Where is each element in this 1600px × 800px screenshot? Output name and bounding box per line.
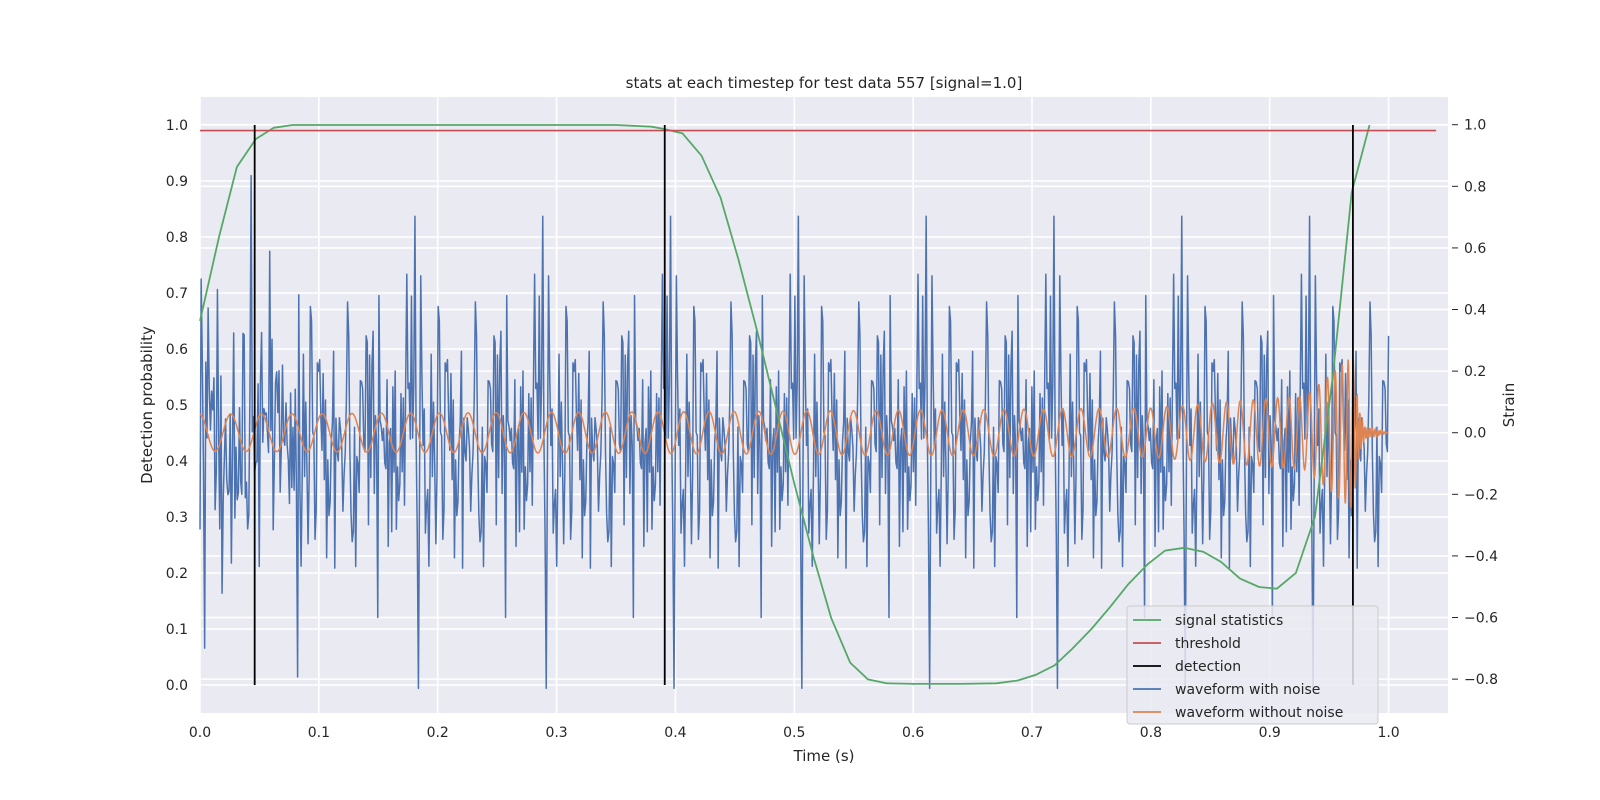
y-left-tick-label: 0.2 xyxy=(166,566,188,582)
x-tick-label: 0.6 xyxy=(902,725,924,741)
plot-series xyxy=(199,124,1437,690)
y-right-tick-label: 0.6 xyxy=(1464,241,1486,257)
y-right-tick-label: 0.2 xyxy=(1464,364,1486,380)
y-left-tick-label: 1.0 xyxy=(166,118,188,134)
chart-title: stats at each timestep for test data 557… xyxy=(626,74,1023,92)
x-tick-label: 1.0 xyxy=(1377,725,1399,741)
x-tick-label: 0.3 xyxy=(545,725,567,741)
y-axis-label-left: Detection probability xyxy=(138,326,156,484)
x-tick-label: 0.2 xyxy=(427,725,449,741)
x-tick-label: 0.0 xyxy=(189,725,211,741)
y-right-tick-label: 0.4 xyxy=(1464,303,1486,319)
legend-label: signal statistics xyxy=(1175,613,1283,629)
y-left-tick-label: 0.9 xyxy=(166,174,188,190)
x-tick-label: 0.9 xyxy=(1259,725,1281,741)
y-left-tick-label: 0.0 xyxy=(166,678,188,694)
y-left-tick-label: 0.4 xyxy=(166,454,188,470)
series-waveform-with-noise xyxy=(199,174,1390,690)
y-right-tick-label: −0.6 xyxy=(1464,611,1498,627)
y-left-tick-label: 0.5 xyxy=(166,398,188,414)
y-right-tick-label: −0.8 xyxy=(1464,672,1498,688)
legend-box xyxy=(1126,605,1379,725)
y-right-tick-label: 0.8 xyxy=(1464,179,1486,195)
y-right-tick-label: 0.0 xyxy=(1464,426,1486,442)
y-right-tick-label: −0.4 xyxy=(1464,549,1498,565)
x-tick-label: 0.4 xyxy=(664,725,686,741)
y-right-tick-label: −0.2 xyxy=(1464,487,1498,503)
x-axis-label: Time (s) xyxy=(793,747,855,765)
y-left-tick-label: 0.6 xyxy=(166,342,188,358)
x-tick-label: 0.5 xyxy=(783,725,805,741)
y-right-tick-label: 1.0 xyxy=(1464,118,1486,134)
x-tick-label: 0.1 xyxy=(308,725,330,741)
y-left-tick-label: 0.1 xyxy=(166,622,188,638)
x-tick-label: 0.8 xyxy=(1140,725,1162,741)
legend-label: detection xyxy=(1175,659,1241,675)
y-left-tick-label: 0.8 xyxy=(166,230,188,246)
y-axis-label-right: Strain xyxy=(1500,383,1518,427)
legend-label: threshold xyxy=(1175,636,1241,652)
y-left-tick-label: 0.3 xyxy=(166,510,188,526)
legend-label: waveform with noise xyxy=(1175,682,1320,698)
series-signal-statistics xyxy=(199,124,1371,685)
x-tick-label: 0.7 xyxy=(1021,725,1043,741)
legend: signal statistics threshold detection wavef… xyxy=(1126,605,1379,725)
y-left-tick-label: 0.7 xyxy=(166,286,188,302)
axes: 0.0 0.1 0.2 0.3 0.4 0.5 0.6 0.7 0.8 0.9 1.0 0.0 0.1 0… xyxy=(166,118,1498,741)
series-waveform-without-noise xyxy=(199,359,1389,508)
legend-label: waveform without noise xyxy=(1175,705,1343,721)
